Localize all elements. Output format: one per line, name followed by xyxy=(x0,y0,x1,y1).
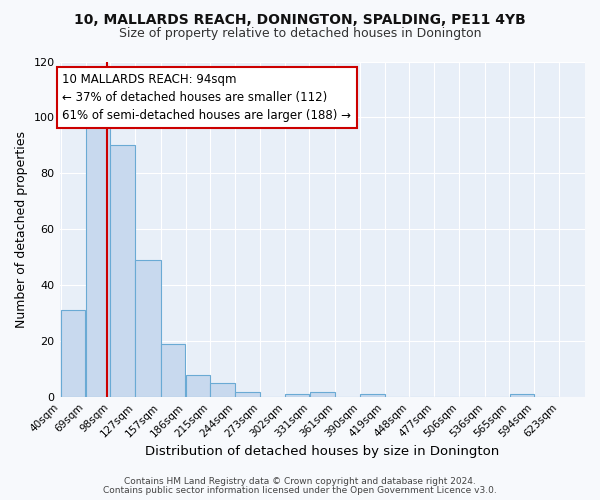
Text: Size of property relative to detached houses in Donington: Size of property relative to detached ho… xyxy=(119,28,481,40)
X-axis label: Distribution of detached houses by size in Donington: Distribution of detached houses by size … xyxy=(145,444,499,458)
Bar xyxy=(211,383,235,397)
Bar xyxy=(310,392,335,397)
Text: 10 MALLARDS REACH: 94sqm
← 37% of detached houses are smaller (112)
61% of semi-: 10 MALLARDS REACH: 94sqm ← 37% of detach… xyxy=(62,72,352,122)
Text: Contains HM Land Registry data © Crown copyright and database right 2024.: Contains HM Land Registry data © Crown c… xyxy=(124,477,476,486)
Bar xyxy=(360,394,385,397)
Bar xyxy=(86,126,110,397)
Bar xyxy=(135,260,161,397)
Bar xyxy=(61,310,85,397)
Text: Contains public sector information licensed under the Open Government Licence v3: Contains public sector information licen… xyxy=(103,486,497,495)
Bar xyxy=(185,375,210,397)
Bar xyxy=(509,394,534,397)
Y-axis label: Number of detached properties: Number of detached properties xyxy=(15,131,28,328)
Bar xyxy=(110,146,135,397)
Bar xyxy=(285,394,310,397)
Bar xyxy=(161,344,185,397)
Bar xyxy=(235,392,260,397)
Text: 10, MALLARDS REACH, DONINGTON, SPALDING, PE11 4YB: 10, MALLARDS REACH, DONINGTON, SPALDING,… xyxy=(74,12,526,26)
